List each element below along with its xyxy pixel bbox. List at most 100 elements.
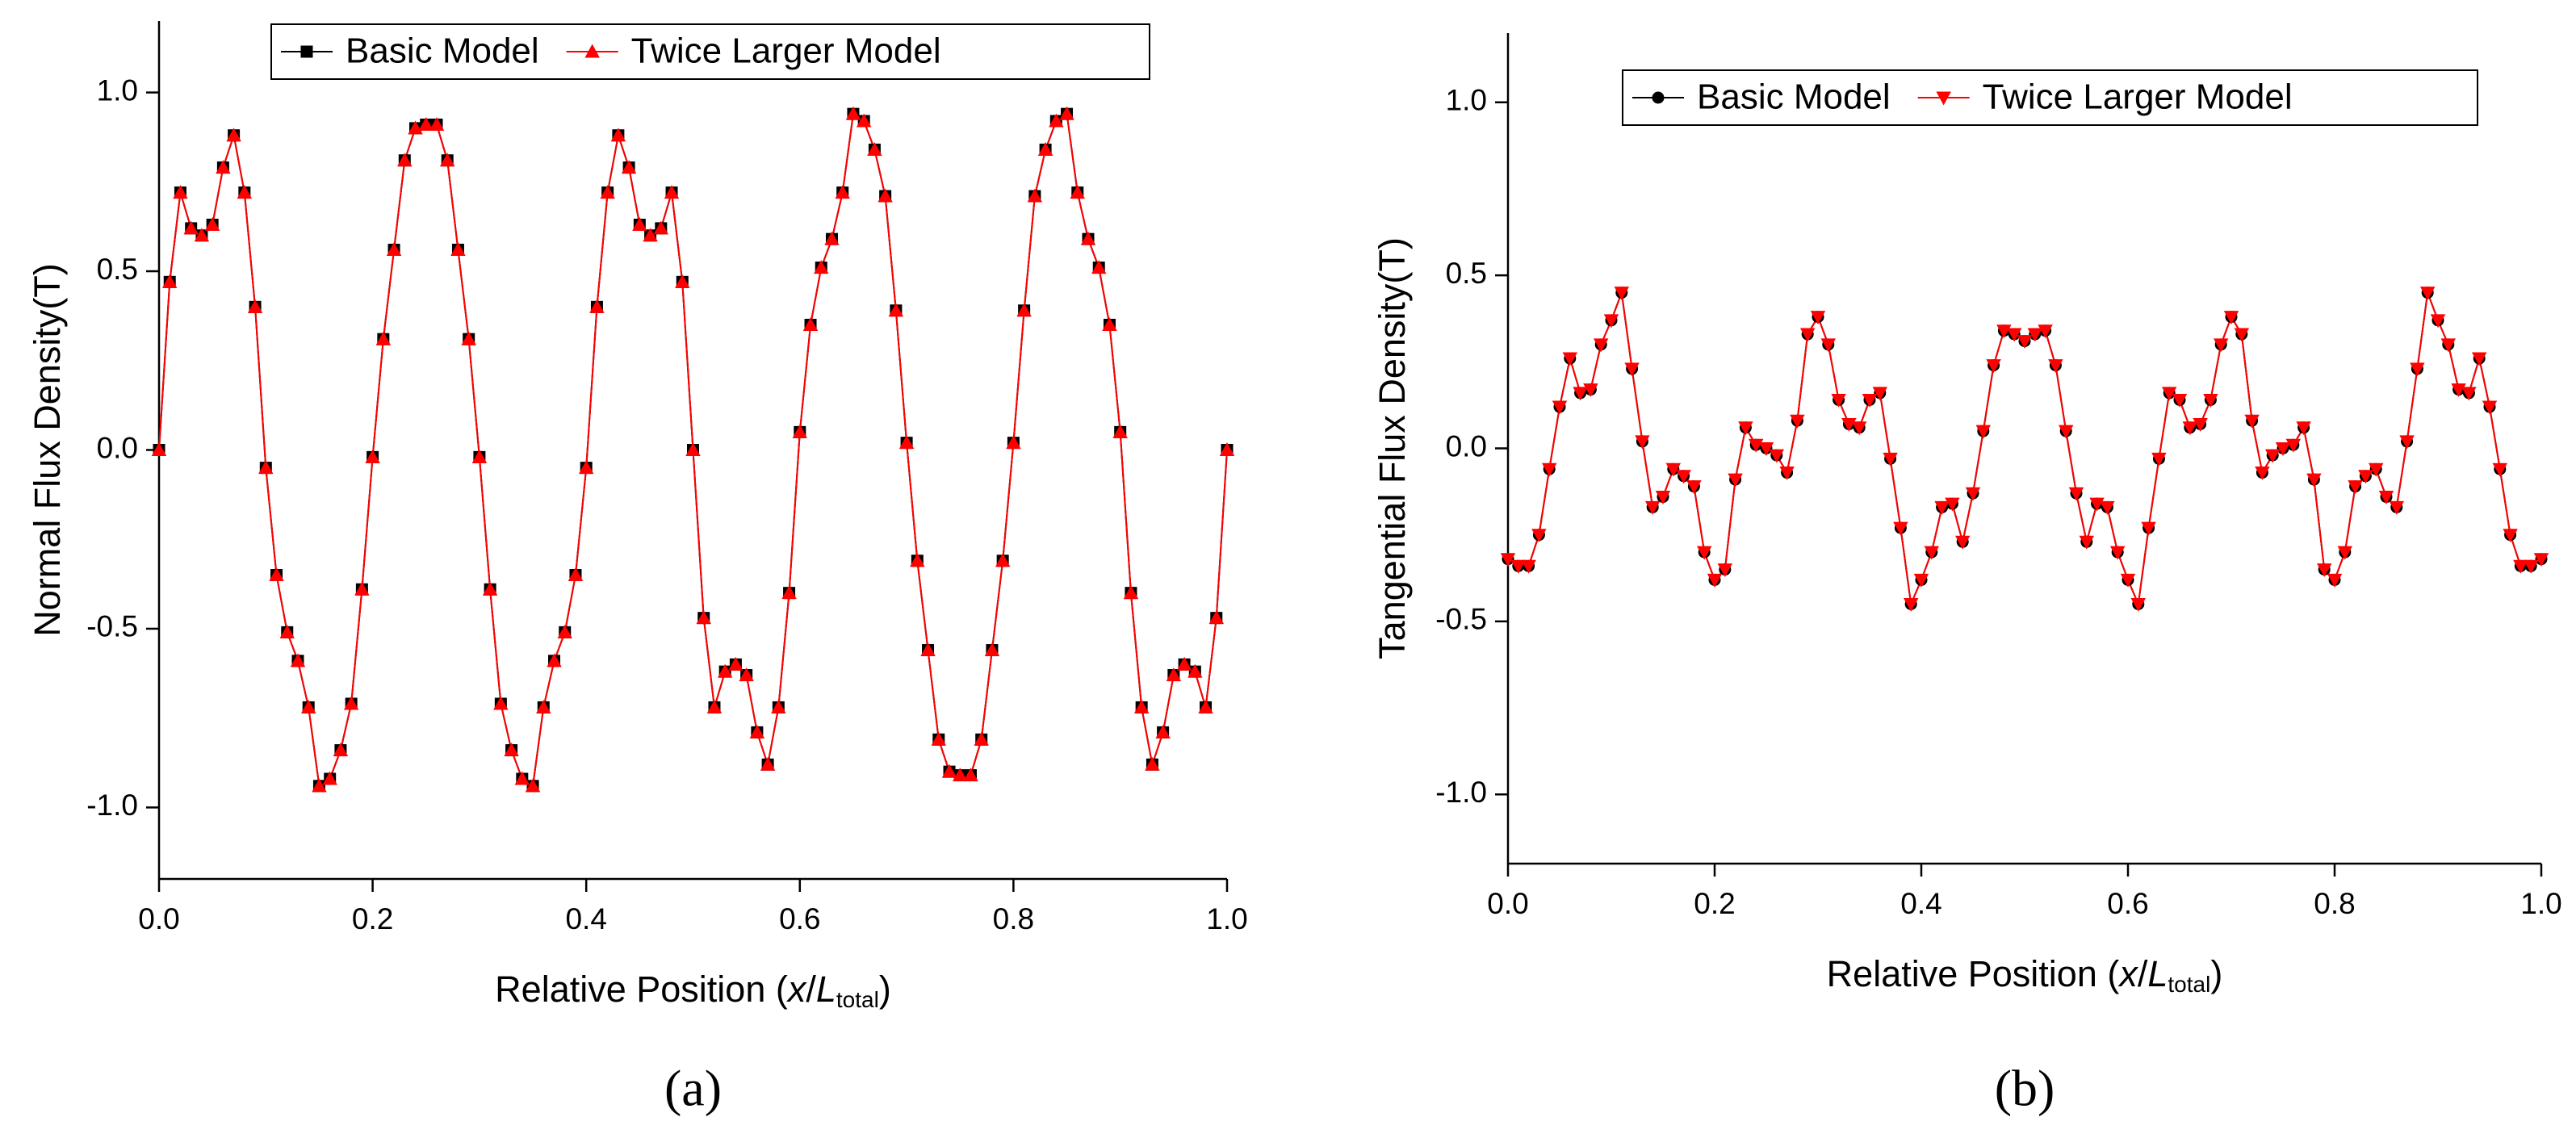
x-tick-label: 0.8 bbox=[993, 902, 1034, 935]
marker bbox=[1145, 756, 1160, 771]
x-axis-label: Relative Position (x/Ltotal) bbox=[1827, 953, 2223, 998]
marker bbox=[696, 610, 711, 625]
marker bbox=[2203, 393, 2218, 408]
marker bbox=[941, 764, 957, 778]
marker bbox=[2079, 535, 2095, 550]
marker bbox=[1728, 473, 1743, 487]
legend-label: Twice Larger Model bbox=[1983, 77, 2293, 117]
x-tick-label: 1.0 bbox=[1206, 902, 1247, 935]
marker bbox=[269, 567, 284, 582]
marker bbox=[1758, 442, 1774, 456]
marker bbox=[2048, 359, 2063, 374]
marker bbox=[1112, 424, 1128, 438]
marker bbox=[1133, 699, 1150, 713]
x-axis-label-part: ) bbox=[2210, 953, 2222, 994]
marker bbox=[995, 553, 1011, 567]
marker bbox=[1696, 546, 1712, 560]
marker bbox=[1198, 699, 1213, 713]
y-tick-label: -0.5 bbox=[86, 610, 138, 643]
marker bbox=[1872, 387, 1888, 401]
marker bbox=[1862, 393, 1878, 408]
marker bbox=[1975, 425, 1992, 439]
marker bbox=[2244, 414, 2260, 429]
marker bbox=[504, 743, 519, 757]
marker bbox=[1903, 597, 1919, 612]
marker bbox=[1037, 142, 1053, 156]
marker bbox=[974, 731, 989, 746]
marker bbox=[365, 449, 380, 463]
x-axis-label-part: x bbox=[2117, 953, 2138, 994]
marker bbox=[2130, 597, 2147, 612]
marker bbox=[643, 228, 658, 242]
marker bbox=[706, 699, 723, 713]
marker bbox=[493, 696, 509, 710]
marker bbox=[2368, 462, 2384, 477]
marker bbox=[547, 653, 562, 667]
marker bbox=[2255, 467, 2270, 480]
y-tick-label: -1.0 bbox=[86, 789, 138, 822]
marker bbox=[2038, 324, 2053, 339]
marker bbox=[632, 217, 647, 231]
marker bbox=[1080, 231, 1096, 245]
marker bbox=[1655, 491, 1671, 504]
marker bbox=[1176, 656, 1192, 671]
marker bbox=[1851, 421, 1867, 436]
marker bbox=[2058, 425, 2074, 439]
marker bbox=[1102, 317, 1117, 331]
marker bbox=[1603, 314, 1619, 328]
marker bbox=[1208, 610, 1225, 625]
x-axis-label-part: total bbox=[836, 987, 879, 1012]
legend-label: Basic Model bbox=[1697, 77, 1891, 117]
x-axis-label-part: / bbox=[806, 969, 816, 1010]
marker bbox=[589, 299, 605, 313]
marker bbox=[2027, 328, 2043, 342]
x-tick-label: 0.6 bbox=[2107, 887, 2148, 920]
marker bbox=[1945, 497, 1960, 512]
marker bbox=[1707, 573, 1723, 588]
marker bbox=[664, 185, 680, 199]
y-tick-label: -0.5 bbox=[1435, 603, 1487, 636]
marker bbox=[2100, 500, 2115, 515]
legend-box bbox=[270, 23, 1150, 80]
marker bbox=[1614, 287, 1630, 301]
marker bbox=[1166, 667, 1182, 682]
chart: 0.0 0.2 0.4 0.6 0.8 1.0 -1.0 -0.5 0.0 0.5 1.0 Relat… bbox=[1372, 33, 2562, 1117]
marker bbox=[1219, 442, 1235, 456]
marker bbox=[418, 117, 434, 131]
marker bbox=[1954, 535, 1971, 550]
marker bbox=[910, 553, 925, 567]
marker bbox=[1820, 338, 1837, 353]
marker bbox=[920, 642, 936, 657]
marker bbox=[2193, 417, 2208, 432]
marker bbox=[525, 778, 541, 793]
marker bbox=[1562, 352, 1578, 366]
marker bbox=[2068, 487, 2084, 501]
marker bbox=[2316, 563, 2332, 578]
x-axis-label-part: total bbox=[2168, 972, 2210, 997]
marker bbox=[1965, 487, 1981, 501]
x-tick-label: 0.0 bbox=[1487, 887, 1528, 920]
marker bbox=[1635, 435, 1650, 450]
marker bbox=[2182, 421, 2198, 436]
marker bbox=[984, 642, 1000, 657]
marker bbox=[450, 242, 466, 256]
legend-label: Twice Larger Model bbox=[631, 31, 941, 71]
marker bbox=[2378, 491, 2394, 504]
marker bbox=[898, 435, 915, 450]
chart: 0.0 0.2 0.4 0.6 0.8 1.0 -1.0 -0.5 0.0 0.5 1.0 Relat… bbox=[27, 21, 1248, 1117]
marker bbox=[2389, 500, 2405, 515]
marker bbox=[2306, 473, 2322, 487]
marker bbox=[471, 449, 488, 463]
marker bbox=[2430, 314, 2446, 328]
marker bbox=[1541, 462, 1557, 477]
marker bbox=[2151, 452, 2167, 467]
x-tick-label: 0.2 bbox=[1694, 887, 1735, 920]
marker bbox=[2492, 462, 2508, 477]
marker bbox=[2533, 553, 2549, 567]
marker bbox=[439, 153, 455, 167]
marker bbox=[2223, 311, 2239, 325]
marker bbox=[610, 128, 626, 142]
legend-marker bbox=[584, 44, 600, 58]
marker bbox=[931, 731, 947, 746]
marker bbox=[204, 217, 220, 231]
